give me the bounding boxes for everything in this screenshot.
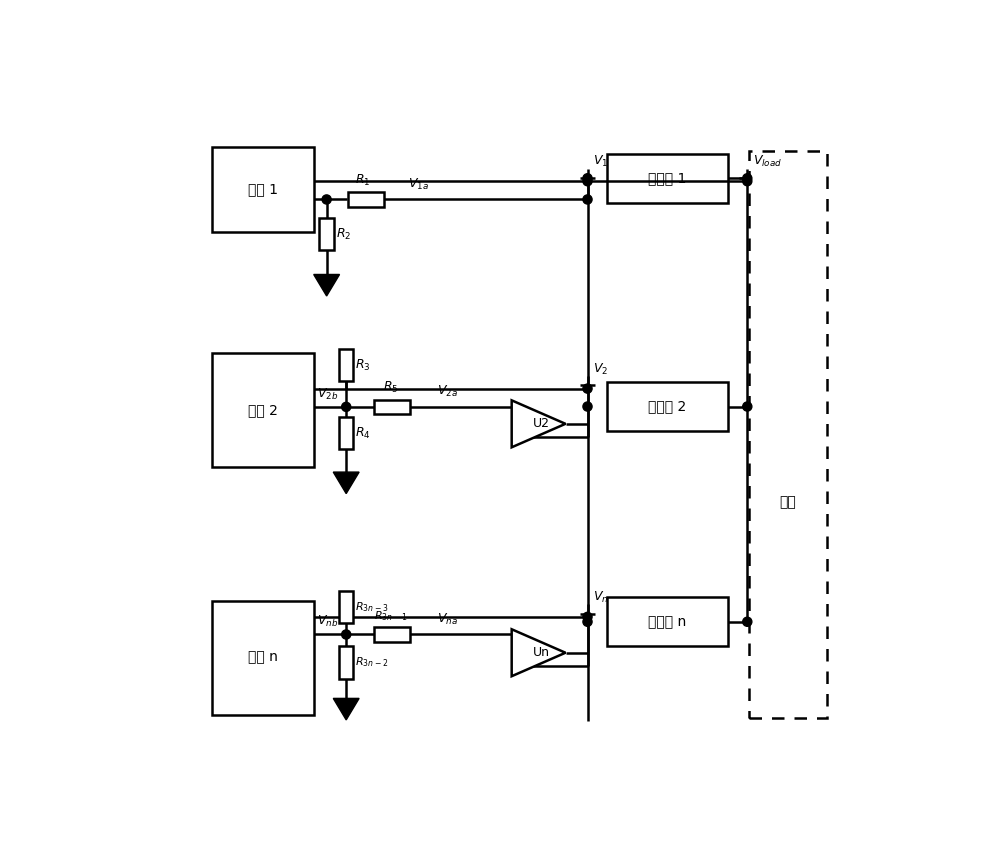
Circle shape — [583, 612, 592, 622]
Text: 传输线 1: 传输线 1 — [648, 171, 687, 185]
Bar — [607, 382, 728, 431]
Bar — [374, 400, 410, 414]
Text: $R_4$: $R_4$ — [355, 425, 371, 440]
Circle shape — [583, 195, 592, 204]
Circle shape — [583, 384, 592, 393]
Text: $R_5$: $R_5$ — [383, 380, 398, 395]
Bar — [374, 628, 410, 642]
Text: $V_{2b}$: $V_{2b}$ — [317, 386, 338, 401]
Polygon shape — [512, 629, 565, 676]
Text: $V_{1a}$: $V_{1a}$ — [408, 176, 429, 191]
Polygon shape — [314, 274, 340, 296]
Polygon shape — [333, 699, 359, 720]
Text: $R_2$: $R_2$ — [336, 226, 351, 241]
Text: 电源 2: 电源 2 — [248, 403, 278, 417]
Bar — [348, 192, 384, 207]
Text: $R_3$: $R_3$ — [355, 357, 371, 373]
Circle shape — [743, 174, 752, 183]
Bar — [212, 147, 314, 232]
Text: U2: U2 — [533, 418, 550, 430]
Bar — [339, 646, 353, 678]
Text: $V_n$: $V_n$ — [593, 590, 608, 605]
Bar — [339, 417, 353, 449]
Polygon shape — [333, 472, 359, 494]
Text: 传输线 2: 传输线 2 — [648, 400, 687, 413]
Circle shape — [743, 617, 752, 626]
Text: Un: Un — [533, 646, 550, 659]
Bar — [319, 218, 334, 251]
Text: $R_{3n-2}$: $R_{3n-2}$ — [355, 656, 389, 669]
Text: 电源 n: 电源 n — [248, 650, 278, 665]
Text: $R_{3n-3}$: $R_{3n-3}$ — [355, 601, 389, 614]
Text: 电源 1: 电源 1 — [248, 183, 278, 197]
Bar — [749, 151, 827, 718]
Text: $V_1$: $V_1$ — [593, 154, 608, 169]
Polygon shape — [512, 401, 565, 447]
Bar — [607, 154, 728, 202]
Text: $V_2$: $V_2$ — [593, 362, 608, 377]
Circle shape — [743, 177, 752, 185]
Text: $R_1$: $R_1$ — [355, 173, 370, 188]
Circle shape — [583, 402, 592, 411]
Text: $V_{nb}$: $V_{nb}$ — [317, 614, 338, 629]
Text: $V_{2a}$: $V_{2a}$ — [437, 384, 458, 399]
Bar — [212, 601, 314, 715]
Circle shape — [342, 402, 351, 412]
Bar — [607, 597, 728, 646]
Circle shape — [583, 174, 592, 183]
Text: 负载: 负载 — [779, 495, 796, 509]
Circle shape — [342, 630, 351, 639]
Circle shape — [583, 617, 592, 626]
Text: 传输线 n: 传输线 n — [648, 615, 687, 628]
Text: $R_{3n-1}$: $R_{3n-1}$ — [374, 609, 407, 623]
Circle shape — [322, 195, 331, 204]
Bar — [339, 349, 353, 381]
Text: $V_{na}$: $V_{na}$ — [437, 612, 458, 627]
Circle shape — [743, 402, 752, 411]
Circle shape — [583, 177, 592, 185]
Bar — [212, 352, 314, 467]
Text: $V_{load}$: $V_{load}$ — [753, 154, 782, 169]
Bar — [339, 590, 353, 623]
